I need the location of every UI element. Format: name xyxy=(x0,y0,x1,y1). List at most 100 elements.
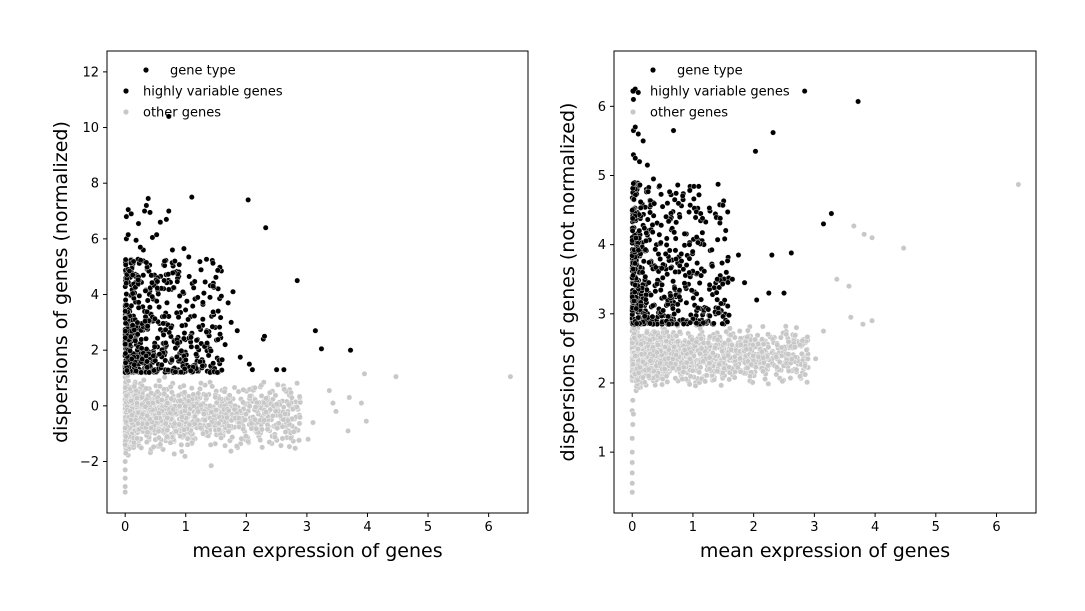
data-point-other xyxy=(258,392,265,399)
data-point-other xyxy=(296,393,303,400)
data-point-highly-variable xyxy=(142,318,149,325)
data-point-highly-variable xyxy=(678,251,685,257)
data-point-highly-variable xyxy=(210,360,217,367)
data-point-highly-variable xyxy=(199,362,206,369)
data-point-other xyxy=(262,409,269,415)
data-point-other xyxy=(182,453,188,460)
data-point-highly-variable xyxy=(719,281,726,287)
data-point-other xyxy=(191,420,198,427)
data-point-highly-variable xyxy=(630,196,637,203)
data-point-highly-variable xyxy=(294,277,301,284)
data-point-other xyxy=(661,366,668,372)
legend-title-marker xyxy=(143,67,149,73)
data-point-other xyxy=(629,480,636,487)
data-point-highly-variable xyxy=(671,311,678,317)
data-point-highly-variable xyxy=(633,320,640,327)
data-point-other xyxy=(178,441,185,448)
data-point-other xyxy=(755,353,762,360)
data-point-other xyxy=(253,425,260,432)
data-point-highly-variable xyxy=(681,280,688,287)
data-point-other xyxy=(629,469,636,476)
data-point-highly-variable xyxy=(187,367,194,374)
data-point-highly-variable xyxy=(713,289,720,296)
data-point-other xyxy=(178,413,185,420)
data-point-highly-variable xyxy=(683,299,690,306)
data-point-highly-variable xyxy=(186,273,193,280)
data-point-highly-variable xyxy=(676,293,683,300)
data-point-highly-variable xyxy=(219,356,225,363)
data-point-highly-variable xyxy=(215,308,222,315)
data-point-highly-variable xyxy=(184,298,190,305)
data-point-highly-variable xyxy=(695,239,701,246)
data-point-other xyxy=(731,374,738,381)
data-point-highly-variable xyxy=(156,351,163,358)
data-point-other xyxy=(803,347,810,353)
data-point-highly-variable xyxy=(673,256,679,262)
data-point-other xyxy=(153,415,160,422)
data-point-highly-variable xyxy=(649,229,656,236)
data-point-highly-variable xyxy=(636,158,643,165)
data-point-other xyxy=(260,379,267,386)
data-point-other xyxy=(240,386,247,393)
data-point-other xyxy=(719,348,726,355)
data-point-highly-variable xyxy=(768,252,775,258)
data-point-highly-variable xyxy=(173,353,180,360)
data-point-highly-variable xyxy=(178,369,184,376)
data-point-other xyxy=(647,357,654,364)
data-point-other xyxy=(181,389,188,396)
data-point-other xyxy=(774,364,780,371)
data-point-other xyxy=(737,368,744,375)
data-point-other xyxy=(185,398,192,405)
data-point-highly-variable xyxy=(656,231,663,238)
data-point-other xyxy=(663,373,670,380)
data-point-other xyxy=(760,341,767,348)
data-point-other xyxy=(706,360,713,366)
data-point-other xyxy=(292,445,299,452)
data-point-other xyxy=(134,435,140,442)
data-point-other xyxy=(287,435,294,442)
data-point-highly-variable xyxy=(698,272,704,279)
data-point-other xyxy=(645,366,652,373)
data-point-highly-variable xyxy=(122,328,129,335)
data-point-other xyxy=(297,414,303,421)
data-point-highly-variable xyxy=(654,281,660,287)
data-point-other xyxy=(346,394,353,401)
data-point-highly-variable xyxy=(180,335,187,342)
data-point-highly-variable xyxy=(633,235,639,241)
data-point-other xyxy=(259,444,266,451)
data-point-other xyxy=(663,328,670,335)
data-point-other xyxy=(629,489,636,496)
data-point-highly-variable xyxy=(144,358,150,365)
data-point-other xyxy=(804,379,810,386)
data-point-highly-variable xyxy=(188,343,195,350)
data-point-other xyxy=(333,408,339,415)
data-point-highly-variable xyxy=(312,327,319,334)
data-point-highly-variable xyxy=(642,273,649,280)
data-point-other xyxy=(240,399,246,406)
data-point-other xyxy=(144,412,151,419)
data-point-other xyxy=(251,384,258,391)
data-point-other xyxy=(765,380,772,387)
data-point-highly-variable xyxy=(132,337,139,344)
data-point-highly-variable xyxy=(249,366,256,373)
data-point-highly-variable xyxy=(631,298,637,304)
data-point-highly-variable xyxy=(158,361,165,368)
data-point-other xyxy=(777,334,784,341)
data-point-other xyxy=(122,425,129,432)
data-point-other xyxy=(122,458,129,465)
data-point-highly-variable xyxy=(280,366,287,373)
data-point-highly-variable xyxy=(647,209,653,216)
legend-title: gene type xyxy=(677,64,743,79)
data-point-other xyxy=(288,389,294,396)
data-point-other xyxy=(161,390,168,397)
data-point-highly-variable xyxy=(163,216,170,223)
data-point-highly-variable xyxy=(721,297,728,304)
data-point-highly-variable xyxy=(675,200,682,207)
data-point-highly-variable xyxy=(673,190,679,197)
data-point-other xyxy=(793,324,800,331)
data-point-other xyxy=(296,420,303,427)
data-point-other xyxy=(744,364,751,371)
data-point-highly-variable xyxy=(347,347,354,354)
data-point-highly-variable xyxy=(642,246,649,253)
x-tick-label: 6 xyxy=(992,520,1000,535)
